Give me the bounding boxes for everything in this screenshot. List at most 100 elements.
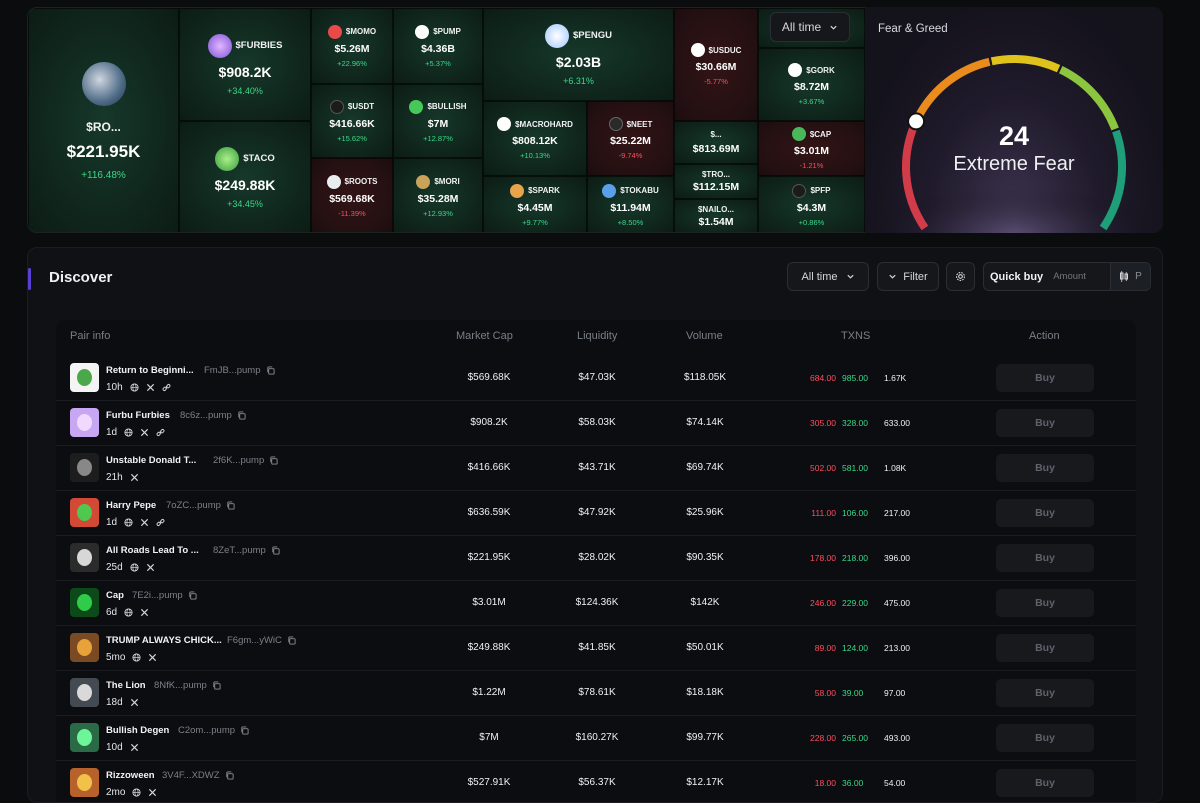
heatmap-tile[interactable]: $PUMP $4.36B +5.37% <box>393 8 483 84</box>
quick-buy-amount-input[interactable] <box>1053 271 1106 282</box>
copy-icon[interactable] <box>287 636 296 645</box>
settings-button[interactable] <box>946 262 975 291</box>
x-twitter-icon[interactable] <box>130 473 139 482</box>
heatmap-tile[interactable]: $MACROHARD $808.12K +10.13% <box>483 101 587 176</box>
heatmap-tile[interactable]: $RO... $221.95K +116.48% <box>28 8 179 232</box>
contract-address[interactable]: C2om...pump <box>178 725 249 736</box>
copy-icon[interactable] <box>240 726 249 735</box>
table-row[interactable]: TRUMP ALWAYS CHICK... F6gm...yWiC 5mo $2… <box>56 626 1136 671</box>
heatmap-tile[interactable]: $... $813.69M <box>674 121 758 164</box>
x-twitter-icon[interactable] <box>140 608 149 617</box>
heatmap-tile[interactable]: $USDT $416.66K +15.62% <box>311 84 393 158</box>
link-icon[interactable] <box>156 428 165 437</box>
table-row[interactable]: Furbu Furbies 8c6z...pump 1d $908.2K $58… <box>56 401 1136 446</box>
copy-icon[interactable] <box>188 591 197 600</box>
table-row[interactable]: The Lion 8NfK...pump 18d $1.22M $78.61K … <box>56 671 1136 716</box>
buy-button[interactable]: Buy <box>996 544 1094 572</box>
x-twitter-icon[interactable] <box>140 428 149 437</box>
token-name[interactable]: Unstable Donald T... <box>106 455 197 466</box>
heatmap-tile[interactable]: $TACO $249.88K +34.45% <box>179 121 311 232</box>
copy-icon[interactable] <box>266 366 275 375</box>
filter-button[interactable]: Filter <box>877 262 939 291</box>
token-name[interactable]: Harry Pepe <box>106 500 157 511</box>
buy-button[interactable]: Buy <box>996 409 1094 437</box>
x-twitter-icon[interactable] <box>130 743 139 752</box>
globe-icon[interactable] <box>124 608 133 617</box>
copy-icon[interactable] <box>212 681 221 690</box>
discover-time-dropdown[interactable]: All time <box>787 262 869 291</box>
token-name[interactable]: Cap <box>106 590 124 601</box>
token-name[interactable]: Furbu Furbies <box>106 410 170 421</box>
x-twitter-icon[interactable] <box>148 788 157 797</box>
heatmap-tile[interactable]: $GORK $8.72M +3.67% <box>758 48 865 121</box>
table-row[interactable]: Return to Beginni... FmJB...pump 10h $56… <box>56 356 1136 401</box>
heatmap-tile[interactable]: $TOKABU $11.94M +8.50% <box>587 176 674 232</box>
buy-button[interactable]: Buy <box>996 454 1094 482</box>
copy-icon[interactable] <box>271 546 280 555</box>
liquidity-value: $28.02K <box>578 552 616 563</box>
heatmap-tile[interactable]: $PFP $4.3M +0.86% <box>758 176 865 232</box>
buy-button[interactable]: Buy <box>996 679 1094 707</box>
x-twitter-icon[interactable] <box>146 383 155 392</box>
contract-address[interactable]: F6gm...yWiC <box>227 635 296 646</box>
buy-button[interactable]: Buy <box>996 634 1094 662</box>
heatmap-tile[interactable]: $TRO... $112.15M <box>674 164 758 199</box>
heatmap-tile[interactable]: $CAP $3.01M -1.21% <box>758 121 865 176</box>
buy-button[interactable]: Buy <box>996 724 1094 752</box>
buy-button[interactable]: Buy <box>996 769 1094 797</box>
link-icon[interactable] <box>156 518 165 527</box>
token-name[interactable]: TRUMP ALWAYS CHICK... <box>106 635 222 646</box>
token-name[interactable]: Bullish Degen <box>106 725 170 736</box>
heatmap-tile[interactable]: $USDUC $30.66M -5.77% <box>674 8 758 121</box>
copy-icon[interactable] <box>269 456 278 465</box>
token-name[interactable]: The Lion <box>106 680 146 691</box>
copy-icon[interactable] <box>225 771 234 780</box>
heatmap-tile[interactable]: $NEET $25.22M -9.74% <box>587 101 674 176</box>
tile-change: +22.96% <box>337 58 367 68</box>
x-twitter-icon[interactable] <box>148 653 157 662</box>
link-icon[interactable] <box>162 383 171 392</box>
token-name[interactable]: Rizzoween <box>106 770 155 781</box>
buy-button[interactable]: Buy <box>996 589 1094 617</box>
heatmap-tile[interactable]: $ROOTS $569.68K -11.39% <box>311 158 393 232</box>
token-avatar-icon <box>329 99 344 114</box>
heatmap-tile[interactable]: $PENGU $2.03B +6.31% <box>483 8 674 101</box>
globe-icon[interactable] <box>130 563 139 572</box>
table-row[interactable]: Unstable Donald T... 2f6K...pump 21h $41… <box>56 446 1136 491</box>
heatmap-time-dropdown[interactable]: All time <box>770 12 850 42</box>
contract-address[interactable]: 8NfK...pump <box>154 680 221 691</box>
buy-button[interactable]: Buy <box>996 364 1094 392</box>
table-row[interactable]: Bullish Degen C2om...pump 10d $7M $160.2… <box>56 716 1136 761</box>
table-row[interactable]: Harry Pepe 7oZC...pump 1d $636.59K $47.9… <box>56 491 1136 536</box>
table-row[interactable]: Rizzoween 3V4F...XDWZ 2mo $527.91K $56.3… <box>56 761 1136 802</box>
heatmap-tile[interactable]: $NAILO... $1.54M <box>674 199 758 232</box>
contract-address[interactable]: 8ZeT...pump <box>213 545 280 556</box>
preset-selector[interactable]: P <box>1110 263 1150 290</box>
contract-address[interactable]: 7oZC...pump <box>166 500 235 511</box>
token-name[interactable]: Return to Beginni... <box>106 365 194 376</box>
x-twitter-icon[interactable] <box>140 518 149 527</box>
heatmap-tile[interactable]: $BULLISH $7M +12.87% <box>393 84 483 158</box>
table-row[interactable]: All Roads Lead To ... 8ZeT...pump 25d $2… <box>56 536 1136 581</box>
globe-icon[interactable] <box>132 788 142 797</box>
heatmap-tile[interactable]: $SPARK $4.45M +9.77% <box>483 176 587 232</box>
globe-icon[interactable] <box>132 653 142 662</box>
copy-icon[interactable] <box>226 501 235 510</box>
x-twitter-icon[interactable] <box>130 698 139 707</box>
buy-button[interactable]: Buy <box>996 499 1094 527</box>
contract-address[interactable]: 2f6K...pump <box>213 455 278 466</box>
heatmap-tile[interactable]: $MORI $35.28M +12.93% <box>393 158 483 232</box>
heatmap-tile[interactable]: $FURBIES $908.2K +34.40% <box>179 8 311 121</box>
contract-address[interactable]: FmJB...pump <box>204 365 275 376</box>
globe-icon[interactable] <box>124 428 133 437</box>
token-name[interactable]: All Roads Lead To ... <box>106 545 199 556</box>
copy-icon[interactable] <box>237 411 246 420</box>
globe-icon[interactable] <box>130 383 139 392</box>
table-row[interactable]: Cap 7E2i...pump 6d $3.01M $124.36K $142K… <box>56 581 1136 626</box>
globe-icon[interactable] <box>124 518 133 527</box>
heatmap-tile[interactable]: $MOMO $5.26M +22.96% <box>311 8 393 84</box>
contract-address[interactable]: 3V4F...XDWZ <box>162 770 234 781</box>
x-twitter-icon[interactable] <box>146 563 155 572</box>
contract-address[interactable]: 7E2i...pump <box>132 590 197 601</box>
contract-address[interactable]: 8c6z...pump <box>180 410 246 421</box>
